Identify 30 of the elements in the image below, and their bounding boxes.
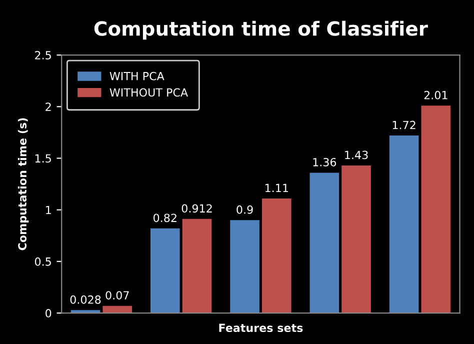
bar <box>182 218 212 314</box>
data-label: 1.11 <box>265 184 288 192</box>
y-axis-title: Computation time (s) <box>18 118 29 250</box>
y-tick-label: 2.5 <box>35 51 51 60</box>
bar <box>310 172 340 314</box>
data-label: 2.01 <box>424 90 448 100</box>
bar <box>262 198 292 314</box>
legend-label: WITHOUT PCA <box>110 88 188 97</box>
bar <box>389 136 419 314</box>
bar <box>102 306 132 314</box>
legend-label: WITH PCA <box>110 72 164 80</box>
data-label: 1.72 <box>392 120 416 130</box>
data-label: 0.9 <box>236 205 253 214</box>
data-label: 1.36 <box>313 158 336 166</box>
y-tick-label: 1.5 <box>35 154 51 163</box>
chart-title: Computation time of Classifier <box>94 20 428 40</box>
bar <box>421 106 451 314</box>
data-label: 0.82 <box>154 214 176 222</box>
data-label: 0.028 <box>70 295 101 304</box>
data-label: 0.912 <box>182 204 212 213</box>
data-label: 1.43 <box>345 150 368 160</box>
bar <box>342 165 371 314</box>
bar <box>150 228 180 314</box>
y-tick-label: 0.5 <box>34 257 51 266</box>
data-label: 0.07 <box>106 291 129 300</box>
y-tick-label: 0 <box>46 309 52 318</box>
x-axis-title: Features sets <box>219 324 303 332</box>
bar <box>230 220 260 314</box>
y-tick-label: 1 <box>46 206 51 214</box>
y-tick-label: 2 <box>46 102 51 111</box>
